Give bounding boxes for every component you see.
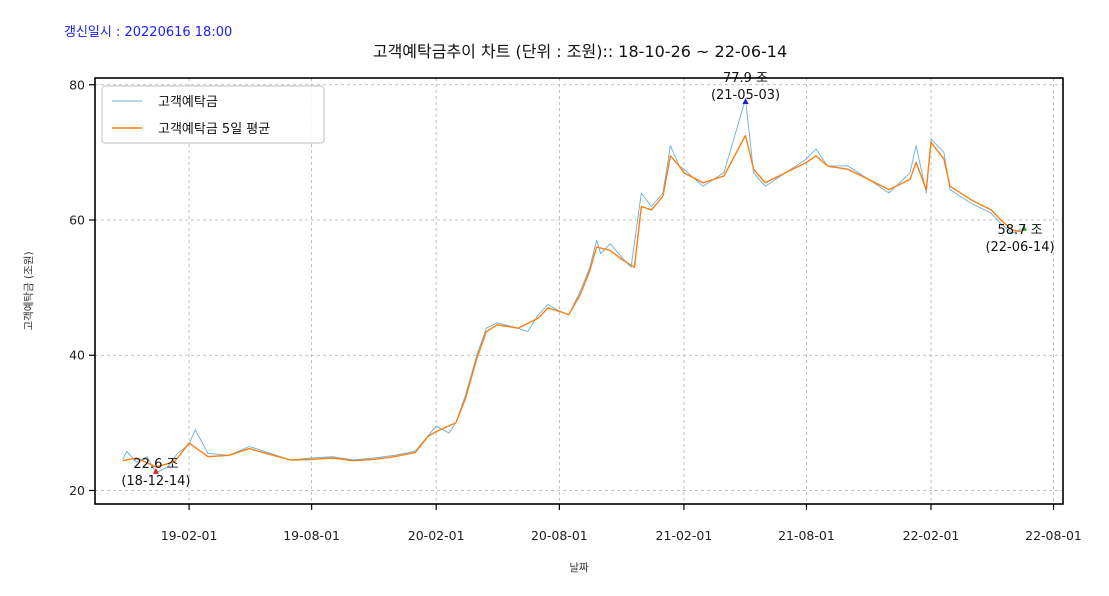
y-axis-label: 고객예탁금 (조원) — [22, 251, 35, 330]
x-tick-label: 19-02-01 — [161, 528, 218, 543]
legend-box — [101, 85, 325, 144]
min-marker — [152, 467, 159, 474]
max-marker — [742, 97, 749, 104]
x-tick-label: 19-08-01 — [283, 528, 340, 543]
x-axis-label: 날짜 — [569, 562, 589, 574]
axes: 20 40 60 80 19-02-01 19-08-01 20-02-01 20-08-01… — [69, 77, 1082, 543]
y-tick-label: 60 — [69, 213, 85, 228]
x-tick-label: 21-02-01 — [656, 528, 713, 543]
x-tick-label: 22-02-01 — [903, 528, 960, 543]
y-tick-label: 80 — [69, 77, 85, 92]
update-timestamp: 갱신일시 : 20220616 18:00 — [64, 25, 233, 40]
y-tick-label: 40 — [69, 348, 85, 363]
legend-label-avg: 고객예탁금 5일 평균 — [158, 122, 270, 137]
x-tick-label: 20-08-01 — [531, 528, 588, 543]
x-tick-label: 22-08-01 — [1025, 528, 1082, 543]
legend: 고객예탁금 고객예탁금 5일 평균 — [101, 85, 325, 144]
series-layer — [122, 98, 1022, 474]
grid — [95, 78, 1063, 504]
y-tick-label: 20 — [69, 483, 85, 498]
last-marker — [1021, 224, 1028, 231]
min-value-label: 22.6 조 — [133, 457, 178, 472]
series-line-avg — [122, 134, 1022, 468]
last-value-label: 58.7 조 — [998, 223, 1043, 238]
legend-label-raw: 고객예탁금 — [158, 95, 218, 110]
x-tick-label: 20-02-01 — [408, 528, 465, 543]
series-line-raw — [122, 98, 1022, 474]
max-date-label: (21-05-03) — [711, 88, 780, 103]
min-date-label: (18-12-14) — [121, 474, 190, 489]
last-date-label: (22-06-14) — [985, 240, 1054, 255]
x-tick-label: 21-08-01 — [778, 528, 835, 543]
chart-title: 고객예탁금추이 차트 (단위 : 조원):: 18-10-26 ~ 22-06-… — [373, 42, 787, 61]
plot-frame — [94, 77, 1064, 505]
